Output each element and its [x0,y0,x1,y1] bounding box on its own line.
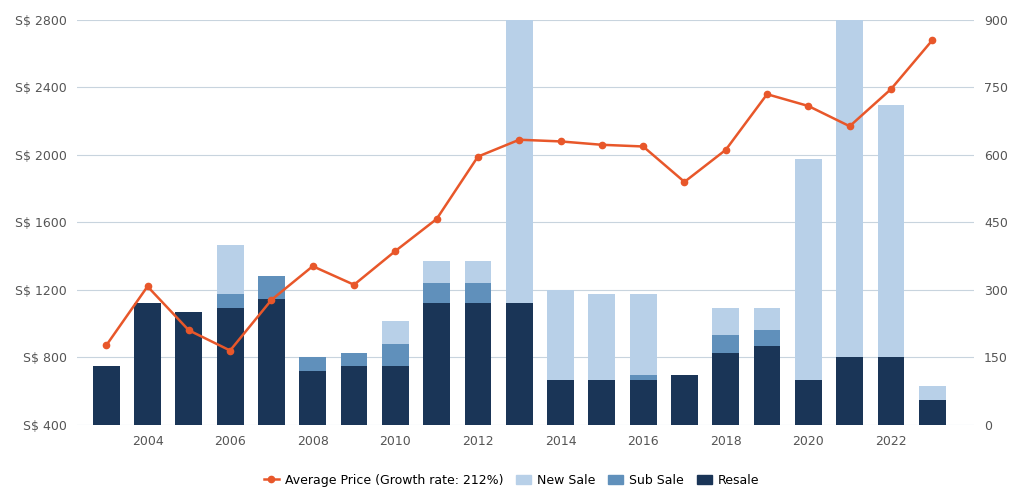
Bar [175,312,203,425]
Bar [588,380,615,425]
Bar [919,386,945,400]
Bar [424,303,450,425]
Bar [217,245,243,294]
Bar [712,353,740,425]
Bar [671,375,698,425]
Bar [712,335,740,353]
Bar [258,299,284,425]
Bar [300,357,326,371]
Bar [464,283,491,303]
Bar [93,366,120,425]
Bar [464,260,491,283]
Bar [341,353,367,366]
Bar [505,0,533,303]
Bar [754,330,781,346]
Bar [795,380,821,425]
Bar [382,321,409,344]
Bar [547,380,574,425]
Bar [878,106,904,357]
Bar [547,290,574,380]
Bar [341,366,367,425]
Bar [424,283,450,303]
Bar [258,276,284,299]
Bar [836,357,863,425]
Bar [795,159,821,380]
Bar [630,294,657,375]
Bar [300,371,326,425]
Bar [588,294,615,380]
Bar [836,15,863,357]
Bar [754,308,781,330]
Legend: Average Price (Growth rate: 212%), New Sale, Sub Sale, Resale: Average Price (Growth rate: 212%), New S… [259,469,764,492]
Bar [754,346,781,425]
Bar [134,303,161,425]
Bar [919,400,945,425]
Bar [712,308,740,335]
Bar [505,303,533,425]
Bar [424,260,450,283]
Bar [382,366,409,425]
Bar [630,375,657,380]
Bar [217,308,243,425]
Bar [878,357,904,425]
Bar [630,380,657,425]
Bar [217,294,243,308]
Bar [464,303,491,425]
Bar [382,344,409,366]
